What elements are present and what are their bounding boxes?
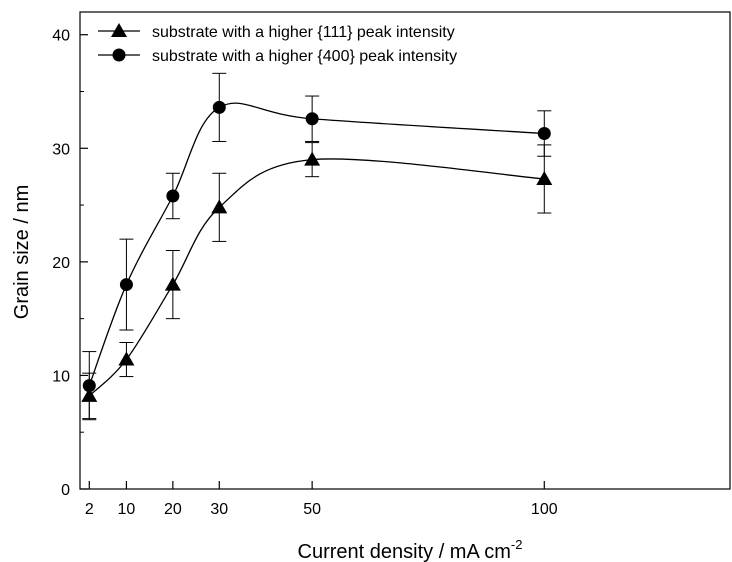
legend-label: substrate with a higher {400} peak inten… xyxy=(152,48,457,65)
data-point xyxy=(304,151,321,166)
legend-marker xyxy=(111,23,127,37)
legend-entry: substrate with a higher {400} peak inten… xyxy=(98,48,457,65)
series-111 xyxy=(81,142,553,420)
series-400 xyxy=(82,72,552,421)
x-tick-label: 50 xyxy=(303,501,321,518)
x-tick-label: 100 xyxy=(531,501,558,518)
data-point xyxy=(118,351,135,366)
y-tick-label: 30 xyxy=(52,141,70,158)
y-tick-label: 20 xyxy=(52,255,70,272)
data-point xyxy=(536,170,553,185)
data-point xyxy=(537,127,551,141)
data-point xyxy=(119,278,133,292)
data-point xyxy=(166,189,180,203)
data-point xyxy=(164,276,181,291)
series-line xyxy=(88,102,545,386)
y-tick-label: 10 xyxy=(52,368,70,385)
y-tick-label: 40 xyxy=(52,28,70,45)
x-tick-label: 20 xyxy=(164,501,182,518)
y-tick-label: 0 xyxy=(61,482,70,499)
plot-frame xyxy=(79,11,731,490)
series-line xyxy=(88,158,545,397)
data-point xyxy=(212,100,226,114)
x-tick-label: 2 xyxy=(85,501,94,518)
x-tick-label: 10 xyxy=(118,501,136,518)
y-axis-title: Grain size / nm xyxy=(11,185,33,319)
legend-entry: substrate with a higher {111} peak inten… xyxy=(98,23,455,41)
legend: substrate with a higher {111} peak inten… xyxy=(98,23,457,65)
x-tick-label: 30 xyxy=(210,501,228,518)
x-axis-title-superscript: -2 xyxy=(511,537,523,552)
x-axis-title: Current density / mA cm-2 xyxy=(298,537,523,562)
data-point xyxy=(82,379,96,393)
legend-label: substrate with a higher {111} peak inten… xyxy=(152,24,455,41)
x-axis-title-text: Current density / mA cm xyxy=(298,541,511,562)
data-point xyxy=(305,112,319,126)
data-point xyxy=(211,199,228,214)
plot-area: 0 10 20 30 40 2 10 20 30 50 100 xyxy=(52,11,731,518)
legend-marker xyxy=(112,48,126,62)
